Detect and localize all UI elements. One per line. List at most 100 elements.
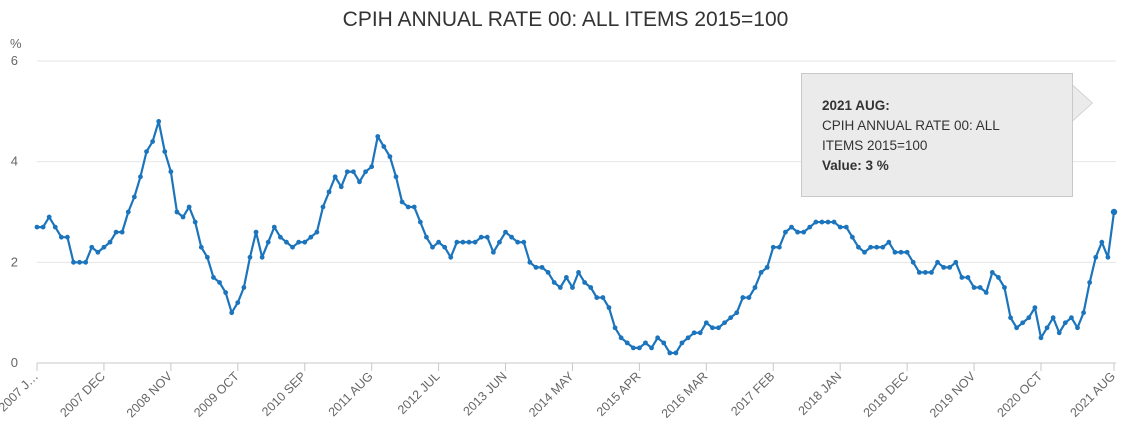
- data-point[interactable]: [837, 224, 843, 230]
- data-point[interactable]: [460, 239, 466, 245]
- data-point[interactable]: [271, 224, 277, 230]
- data-point[interactable]: [922, 270, 928, 275]
- data-point[interactable]: [825, 219, 831, 225]
- data-point[interactable]: [296, 239, 302, 245]
- data-point[interactable]: [740, 295, 746, 300]
- data-point[interactable]: [34, 224, 40, 230]
- data-point[interactable]: [813, 219, 819, 225]
- data-point[interactable]: [320, 204, 326, 210]
- data-point[interactable]: [1038, 335, 1044, 341]
- data-point[interactable]: [801, 229, 807, 235]
- data-point[interactable]: [509, 234, 515, 240]
- data-point[interactable]: [758, 270, 764, 275]
- data-point[interactable]: [636, 345, 642, 351]
- data-point[interactable]: [235, 300, 241, 305]
- data-point[interactable]: [168, 169, 174, 175]
- data-point[interactable]: [211, 275, 216, 280]
- data-point[interactable]: [862, 249, 867, 255]
- data-point[interactable]: [1032, 305, 1038, 311]
- data-point[interactable]: [119, 229, 125, 235]
- data-point[interactable]: [442, 244, 448, 250]
- data-point[interactable]: [1056, 330, 1062, 336]
- data-point[interactable]: [198, 244, 204, 250]
- data-point[interactable]: [1008, 315, 1013, 321]
- data-point[interactable]: [563, 275, 569, 280]
- data-point[interactable]: [58, 234, 64, 240]
- data-point[interactable]: [503, 229, 508, 235]
- data-point[interactable]: [162, 149, 168, 155]
- data-point[interactable]: [101, 244, 107, 250]
- data-point[interactable]: [40, 224, 46, 230]
- data-point[interactable]: [1044, 325, 1050, 331]
- data-point[interactable]: [831, 219, 837, 225]
- data-point[interactable]: [697, 330, 703, 336]
- data-point[interactable]: [588, 285, 594, 290]
- data-point[interactable]: [430, 244, 435, 250]
- data-point[interactable]: [405, 204, 411, 210]
- data-point[interactable]: [1026, 315, 1032, 321]
- data-point[interactable]: [789, 224, 794, 230]
- data-point[interactable]: [1069, 315, 1074, 321]
- data-point[interactable]: [381, 144, 387, 149]
- data-point[interactable]: [734, 310, 740, 316]
- data-point[interactable]: [843, 224, 849, 230]
- data-point[interactable]: [795, 229, 800, 235]
- data-point[interactable]: [570, 285, 575, 290]
- data-point[interactable]: [898, 249, 904, 255]
- data-point[interactable]: [83, 259, 89, 265]
- data-point[interactable]: [612, 325, 618, 331]
- data-point[interactable]: [424, 234, 429, 240]
- data-point[interactable]: [180, 214, 186, 220]
- data-point[interactable]: [253, 229, 259, 235]
- data-point[interactable]: [229, 310, 235, 316]
- data-point[interactable]: [594, 295, 600, 300]
- data-point[interactable]: [728, 315, 734, 321]
- data-point[interactable]: [144, 149, 149, 155]
- data-point[interactable]: [375, 134, 381, 139]
- data-point[interactable]: [856, 244, 861, 250]
- data-point[interactable]: [344, 169, 350, 175]
- data-point[interactable]: [448, 254, 454, 260]
- data-point[interactable]: [916, 270, 922, 275]
- data-point[interactable]: [624, 340, 630, 346]
- data-point[interactable]: [326, 189, 332, 195]
- data-point[interactable]: [618, 335, 624, 341]
- data-point[interactable]: [807, 224, 813, 230]
- data-point[interactable]: [1002, 285, 1007, 290]
- data-point[interactable]: [1014, 325, 1020, 331]
- data-point[interactable]: [667, 350, 673, 356]
- data-point[interactable]: [192, 219, 198, 225]
- data-point[interactable]: [977, 285, 983, 290]
- data-point[interactable]: [125, 209, 131, 215]
- data-point[interactable]: [746, 295, 752, 300]
- data-point[interactable]: [393, 174, 399, 180]
- data-point[interactable]: [217, 280, 222, 285]
- data-point[interactable]: [472, 239, 478, 245]
- data-point[interactable]: [582, 280, 588, 285]
- data-point[interactable]: [156, 119, 162, 124]
- data-point[interactable]: [764, 264, 770, 270]
- data-point[interactable]: [89, 244, 95, 250]
- data-point[interactable]: [910, 259, 916, 265]
- data-point[interactable]: [941, 264, 947, 270]
- data-point[interactable]: [904, 249, 910, 255]
- data-point[interactable]: [874, 244, 880, 250]
- data-point[interactable]: [399, 199, 405, 205]
- data-point[interactable]: [752, 285, 758, 290]
- data-point[interactable]: [673, 350, 679, 356]
- data-point[interactable]: [77, 259, 82, 265]
- data-point[interactable]: [545, 270, 551, 275]
- data-point[interactable]: [1075, 325, 1080, 331]
- data-point[interactable]: [454, 239, 460, 245]
- data-point[interactable]: [478, 234, 484, 240]
- data-point[interactable]: [722, 320, 727, 326]
- data-point[interactable]: [685, 335, 691, 341]
- data-point[interactable]: [314, 229, 320, 235]
- data-point[interactable]: [247, 254, 253, 260]
- data-point[interactable]: [1050, 315, 1056, 321]
- data-point[interactable]: [113, 229, 119, 235]
- data-point[interactable]: [880, 244, 886, 250]
- data-point[interactable]: [1099, 239, 1105, 245]
- data-point[interactable]: [277, 234, 283, 240]
